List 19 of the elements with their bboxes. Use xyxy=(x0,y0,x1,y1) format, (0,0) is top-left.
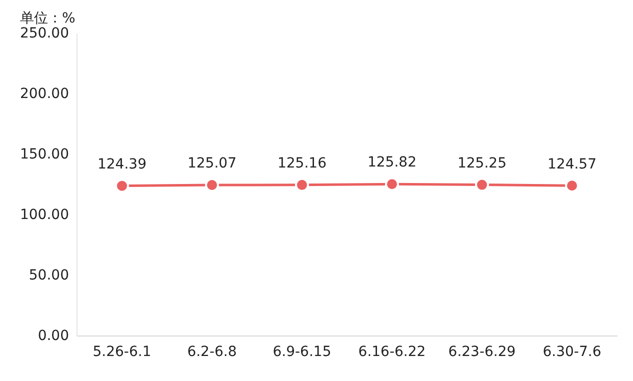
y-tick-label: 0.00 xyxy=(38,328,69,344)
data-label: 125.25 xyxy=(457,155,506,172)
y-tick-label: 150.00 xyxy=(20,146,69,163)
x-tick-label: 6.16-6.22 xyxy=(358,344,426,360)
data-label: 125.16 xyxy=(277,156,327,172)
x-tick-label: 6.30-7.6 xyxy=(542,344,602,360)
data-label: 125.82 xyxy=(367,154,416,171)
x-tick-label: 6.2-6.8 xyxy=(187,344,237,360)
y-tick-label: 250.00 xyxy=(20,26,69,42)
data-label: 124.57 xyxy=(548,156,596,172)
x-tick-label: 6.23-6.29 xyxy=(448,344,516,360)
data-label: 125.07 xyxy=(187,156,236,172)
x-tick-label: 6.9-6.15 xyxy=(272,344,332,360)
y-axis-title: 单位：% xyxy=(20,10,76,27)
data-label: 124.39 xyxy=(97,156,146,172)
y-tick-label: 100.00 xyxy=(20,206,69,223)
y-tick-label: 50.00 xyxy=(28,267,69,284)
x-tick-label: 5.26-6.1 xyxy=(92,344,152,360)
y-tick-label: 200.00 xyxy=(20,86,69,102)
